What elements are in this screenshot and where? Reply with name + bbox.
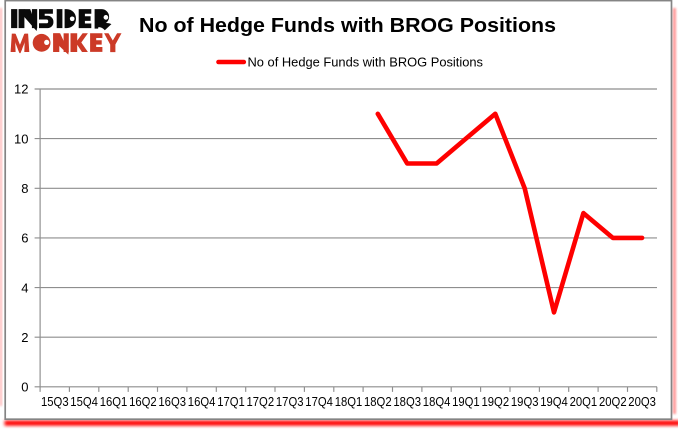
svg-text:10: 10 <box>14 131 28 146</box>
svg-text:16Q1: 16Q1 <box>100 395 128 409</box>
svg-text:8: 8 <box>21 181 28 196</box>
svg-text:19Q3: 19Q3 <box>511 395 539 409</box>
svg-text:19Q1: 19Q1 <box>452 395 480 409</box>
svg-text:0: 0 <box>21 380 28 395</box>
svg-text:16Q3: 16Q3 <box>158 395 186 409</box>
svg-text:18Q3: 18Q3 <box>393 395 421 409</box>
svg-text:15Q3: 15Q3 <box>41 395 69 409</box>
svg-text:20Q1: 20Q1 <box>570 395 598 409</box>
svg-text:16Q2: 16Q2 <box>129 395 157 409</box>
svg-text:19Q4: 19Q4 <box>540 395 568 409</box>
svg-text:20Q2: 20Q2 <box>599 395 627 409</box>
svg-text:4: 4 <box>21 280 28 295</box>
svg-text:18Q4: 18Q4 <box>423 395 451 409</box>
svg-text:17Q3: 17Q3 <box>276 395 304 409</box>
svg-text:18Q1: 18Q1 <box>335 395 363 409</box>
svg-text:19Q2: 19Q2 <box>482 395 510 409</box>
svg-text:15Q4: 15Q4 <box>70 395 98 409</box>
svg-text:18Q2: 18Q2 <box>364 395 392 409</box>
svg-text:16Q4: 16Q4 <box>188 395 216 409</box>
svg-text:6: 6 <box>21 231 28 246</box>
svg-text:20Q3: 20Q3 <box>628 395 656 409</box>
svg-text:17Q2: 17Q2 <box>247 395 275 409</box>
svg-text:12: 12 <box>14 82 28 97</box>
svg-text:No of Hedge Funds with BROG Po: No of Hedge Funds with BROG Positions <box>248 55 484 70</box>
svg-text:17Q4: 17Q4 <box>305 395 333 409</box>
svg-text:No of Hedge Funds with BROG Po: No of Hedge Funds with BROG Positions <box>139 14 556 37</box>
svg-text:2: 2 <box>21 330 28 345</box>
svg-text:17Q1: 17Q1 <box>217 395 245 409</box>
